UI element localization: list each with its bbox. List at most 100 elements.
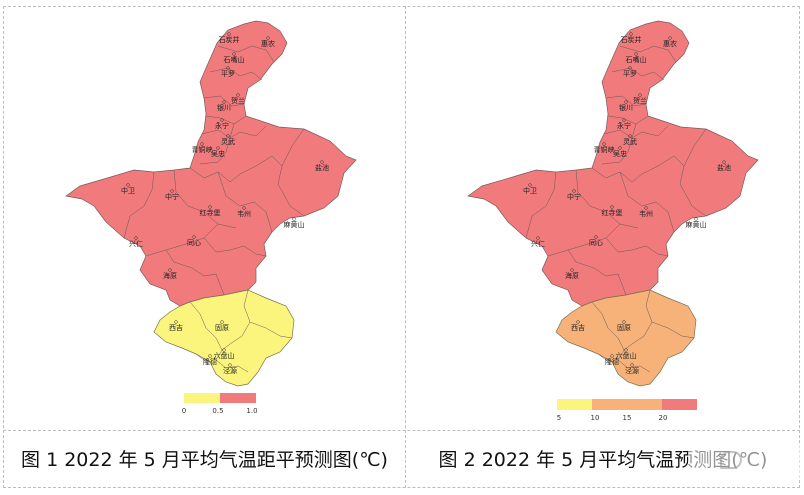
county-border (239, 155, 283, 175)
place-label: 固原 (215, 324, 229, 332)
region-north (467, 20, 759, 307)
county-border (605, 95, 647, 107)
place-label: 石嘴山 (224, 55, 245, 64)
county-border (199, 123, 235, 165)
station-marker (232, 52, 236, 56)
county-border (195, 353, 211, 363)
place-label: 同心 (187, 239, 201, 247)
place-label: 中宁 (567, 192, 581, 201)
chat-bubble-icon (720, 451, 742, 469)
station-marker (222, 100, 226, 104)
place-label: 六盘山 (616, 351, 637, 360)
county-border (203, 237, 267, 257)
place-label: 平罗 (623, 70, 637, 78)
station-marker (722, 160, 726, 164)
place-label: 西吉 (571, 324, 585, 332)
station-marker (208, 205, 212, 209)
county-border (567, 249, 627, 296)
station-marker (222, 348, 226, 352)
place-label: 红寺堡 (200, 208, 221, 217)
panel-divider (405, 6, 406, 488)
county-border (145, 223, 219, 257)
county-border (603, 125, 669, 139)
county-border (203, 95, 245, 107)
place-label: 石炭井 (621, 35, 642, 44)
place-label: 韦州 (237, 210, 251, 218)
place-label: 永宁 (215, 121, 229, 130)
station-marker (576, 320, 580, 324)
county-border (217, 45, 275, 63)
place-label: 海原 (163, 271, 177, 280)
county-border (123, 171, 155, 239)
place-label: 永宁 (617, 121, 631, 130)
county-border (547, 223, 621, 257)
place-label: 同心 (589, 239, 603, 247)
station-marker (528, 183, 532, 187)
legend-tick-label: 10 (591, 414, 600, 422)
map-group (65, 20, 357, 387)
station-marker (694, 217, 698, 221)
station-marker (570, 268, 574, 272)
station-marker (624, 100, 628, 104)
place-label: 韦州 (639, 210, 653, 218)
region-south (153, 289, 295, 387)
station-marker (220, 118, 224, 122)
place-label: 青铜峡 (594, 145, 615, 154)
county-border (277, 128, 305, 217)
map-panel-mean: 石嘴山 惠农 平罗 贺兰 银川 永宁 灵武 青铜峡 吴忠 盐池 中卫 中宁 红寺堡 同心 兴仁 韦州 麻黄山 海原… (406, 6, 800, 430)
legend-swatch (220, 393, 256, 403)
station-marker (638, 93, 642, 97)
place-label: 红寺堡 (602, 208, 623, 217)
place-label: 海原 (565, 271, 579, 280)
station-marker (226, 66, 230, 70)
place-label: 吴忠 (613, 150, 627, 158)
place-label: 石炭井 (219, 35, 240, 44)
county-border (605, 237, 669, 257)
region-north (65, 20, 357, 307)
station-marker (216, 146, 220, 150)
caption-mean: 图 2 2022 年 5 月平均气温预测图(℃) (438, 449, 768, 471)
county-border (165, 249, 225, 296)
place-label: 吴忠 (211, 150, 225, 158)
county-border (597, 353, 613, 363)
legend-swatch (557, 399, 592, 410)
county-border (607, 115, 649, 125)
place-label: 惠农 (663, 39, 677, 48)
county-border (189, 301, 223, 351)
county-border (173, 169, 237, 229)
place-label: 盐池 (315, 163, 329, 172)
county-border (619, 45, 677, 63)
station-marker (208, 354, 212, 358)
station-marker (192, 235, 196, 239)
station-marker (236, 93, 240, 97)
place-label: 六盘山 (214, 351, 235, 360)
county-border (205, 115, 247, 125)
county-border (641, 155, 685, 175)
station-marker (266, 36, 270, 40)
station-marker (126, 183, 130, 187)
figure-frame (3, 6, 800, 488)
station-marker (168, 268, 172, 272)
station-marker (594, 235, 598, 239)
station-marker (226, 134, 230, 138)
station-marker (170, 189, 174, 193)
legend-tick-label: 15 (623, 414, 632, 422)
station-marker (292, 217, 296, 221)
place-label: 贺兰 (231, 96, 245, 105)
station-marker (628, 66, 632, 70)
station-marker (630, 363, 634, 367)
place-label: 中卫 (523, 186, 537, 195)
place-label: 泾源 (625, 366, 639, 375)
county-border (249, 321, 293, 339)
county-border (591, 301, 625, 351)
station-marker (668, 36, 672, 40)
station-marker (624, 348, 628, 352)
place-label: 隆德 (203, 357, 217, 366)
county-border (215, 349, 249, 373)
place-label: 石嘴山 (626, 55, 647, 64)
legend-swatch (184, 393, 220, 403)
station-marker (320, 160, 324, 164)
place-label: 西吉 (169, 324, 183, 332)
legend-tick-label: 20 (659, 414, 668, 422)
station-marker (200, 142, 204, 146)
